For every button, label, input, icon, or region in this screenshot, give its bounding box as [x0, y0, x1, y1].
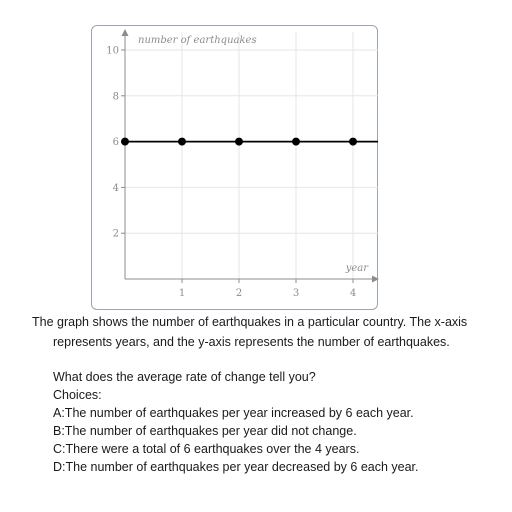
x-tick-label-4: 4 [350, 288, 356, 299]
y-axis-arrow-icon [121, 29, 129, 36]
question-text-line-2: represents years, and the y-axis represe… [53, 335, 450, 349]
x-axis-label: year [345, 263, 370, 274]
y-tick-label-2: 2 [113, 229, 119, 240]
choices-label: Choices: [53, 388, 102, 402]
data-point-0 [121, 137, 129, 146]
data-point-2 [235, 137, 243, 146]
y-tick-label-6: 6 [113, 137, 119, 148]
y-tick-label-8: 8 [113, 91, 119, 102]
x-tick-label-1: 1 [179, 288, 185, 299]
x-axis-arrow-icon [372, 275, 379, 283]
question-block: The graph shows the number of earthquake… [32, 312, 502, 476]
chart-frame [91, 25, 378, 310]
data-point-4 [349, 137, 357, 146]
x-tick-label-3: 3 [293, 288, 299, 299]
question-prompt: What does the average rate of change tel… [53, 370, 316, 384]
y-tick-label-4: 4 [113, 183, 119, 194]
data-point-3 [292, 137, 300, 146]
choice-d: D:The number of earthquakes per year dec… [53, 460, 419, 474]
x-tick-label-2: 2 [236, 288, 242, 299]
y-tick-label-10: 10 [106, 46, 119, 57]
y-axis-label: number of earthquakes [138, 35, 257, 46]
choice-a: A:The number of earthquakes per year inc… [53, 406, 414, 420]
choice-b: B:The number of earthquakes per year did… [53, 424, 357, 438]
choice-c: C:There were a total of 6 earthquakes ov… [53, 442, 360, 456]
question-text-line-1: The graph shows the number of earthquake… [32, 315, 468, 329]
data-point-1 [178, 137, 186, 146]
